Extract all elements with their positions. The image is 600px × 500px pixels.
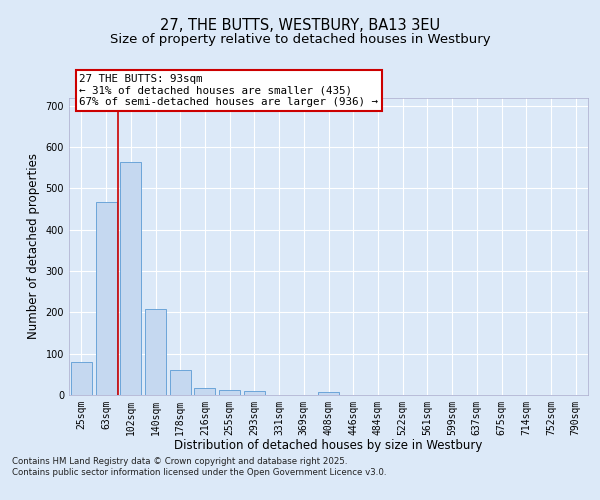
- X-axis label: Distribution of detached houses by size in Westbury: Distribution of detached houses by size …: [175, 440, 482, 452]
- Bar: [194, 388, 215, 395]
- Y-axis label: Number of detached properties: Number of detached properties: [27, 153, 40, 340]
- Text: Size of property relative to detached houses in Westbury: Size of property relative to detached ho…: [110, 32, 490, 46]
- Bar: [244, 392, 265, 395]
- Bar: [120, 162, 141, 395]
- Bar: [219, 390, 240, 395]
- Bar: [145, 309, 166, 395]
- Text: 27 THE BUTTS: 93sqm
← 31% of detached houses are smaller (435)
67% of semi-detac: 27 THE BUTTS: 93sqm ← 31% of detached ho…: [79, 74, 379, 107]
- Text: Contains HM Land Registry data © Crown copyright and database right 2025.
Contai: Contains HM Land Registry data © Crown c…: [12, 458, 386, 477]
- Text: 27, THE BUTTS, WESTBURY, BA13 3EU: 27, THE BUTTS, WESTBURY, BA13 3EU: [160, 18, 440, 32]
- Bar: [170, 370, 191, 395]
- Bar: [71, 362, 92, 395]
- Bar: [318, 392, 339, 395]
- Bar: [95, 202, 116, 395]
